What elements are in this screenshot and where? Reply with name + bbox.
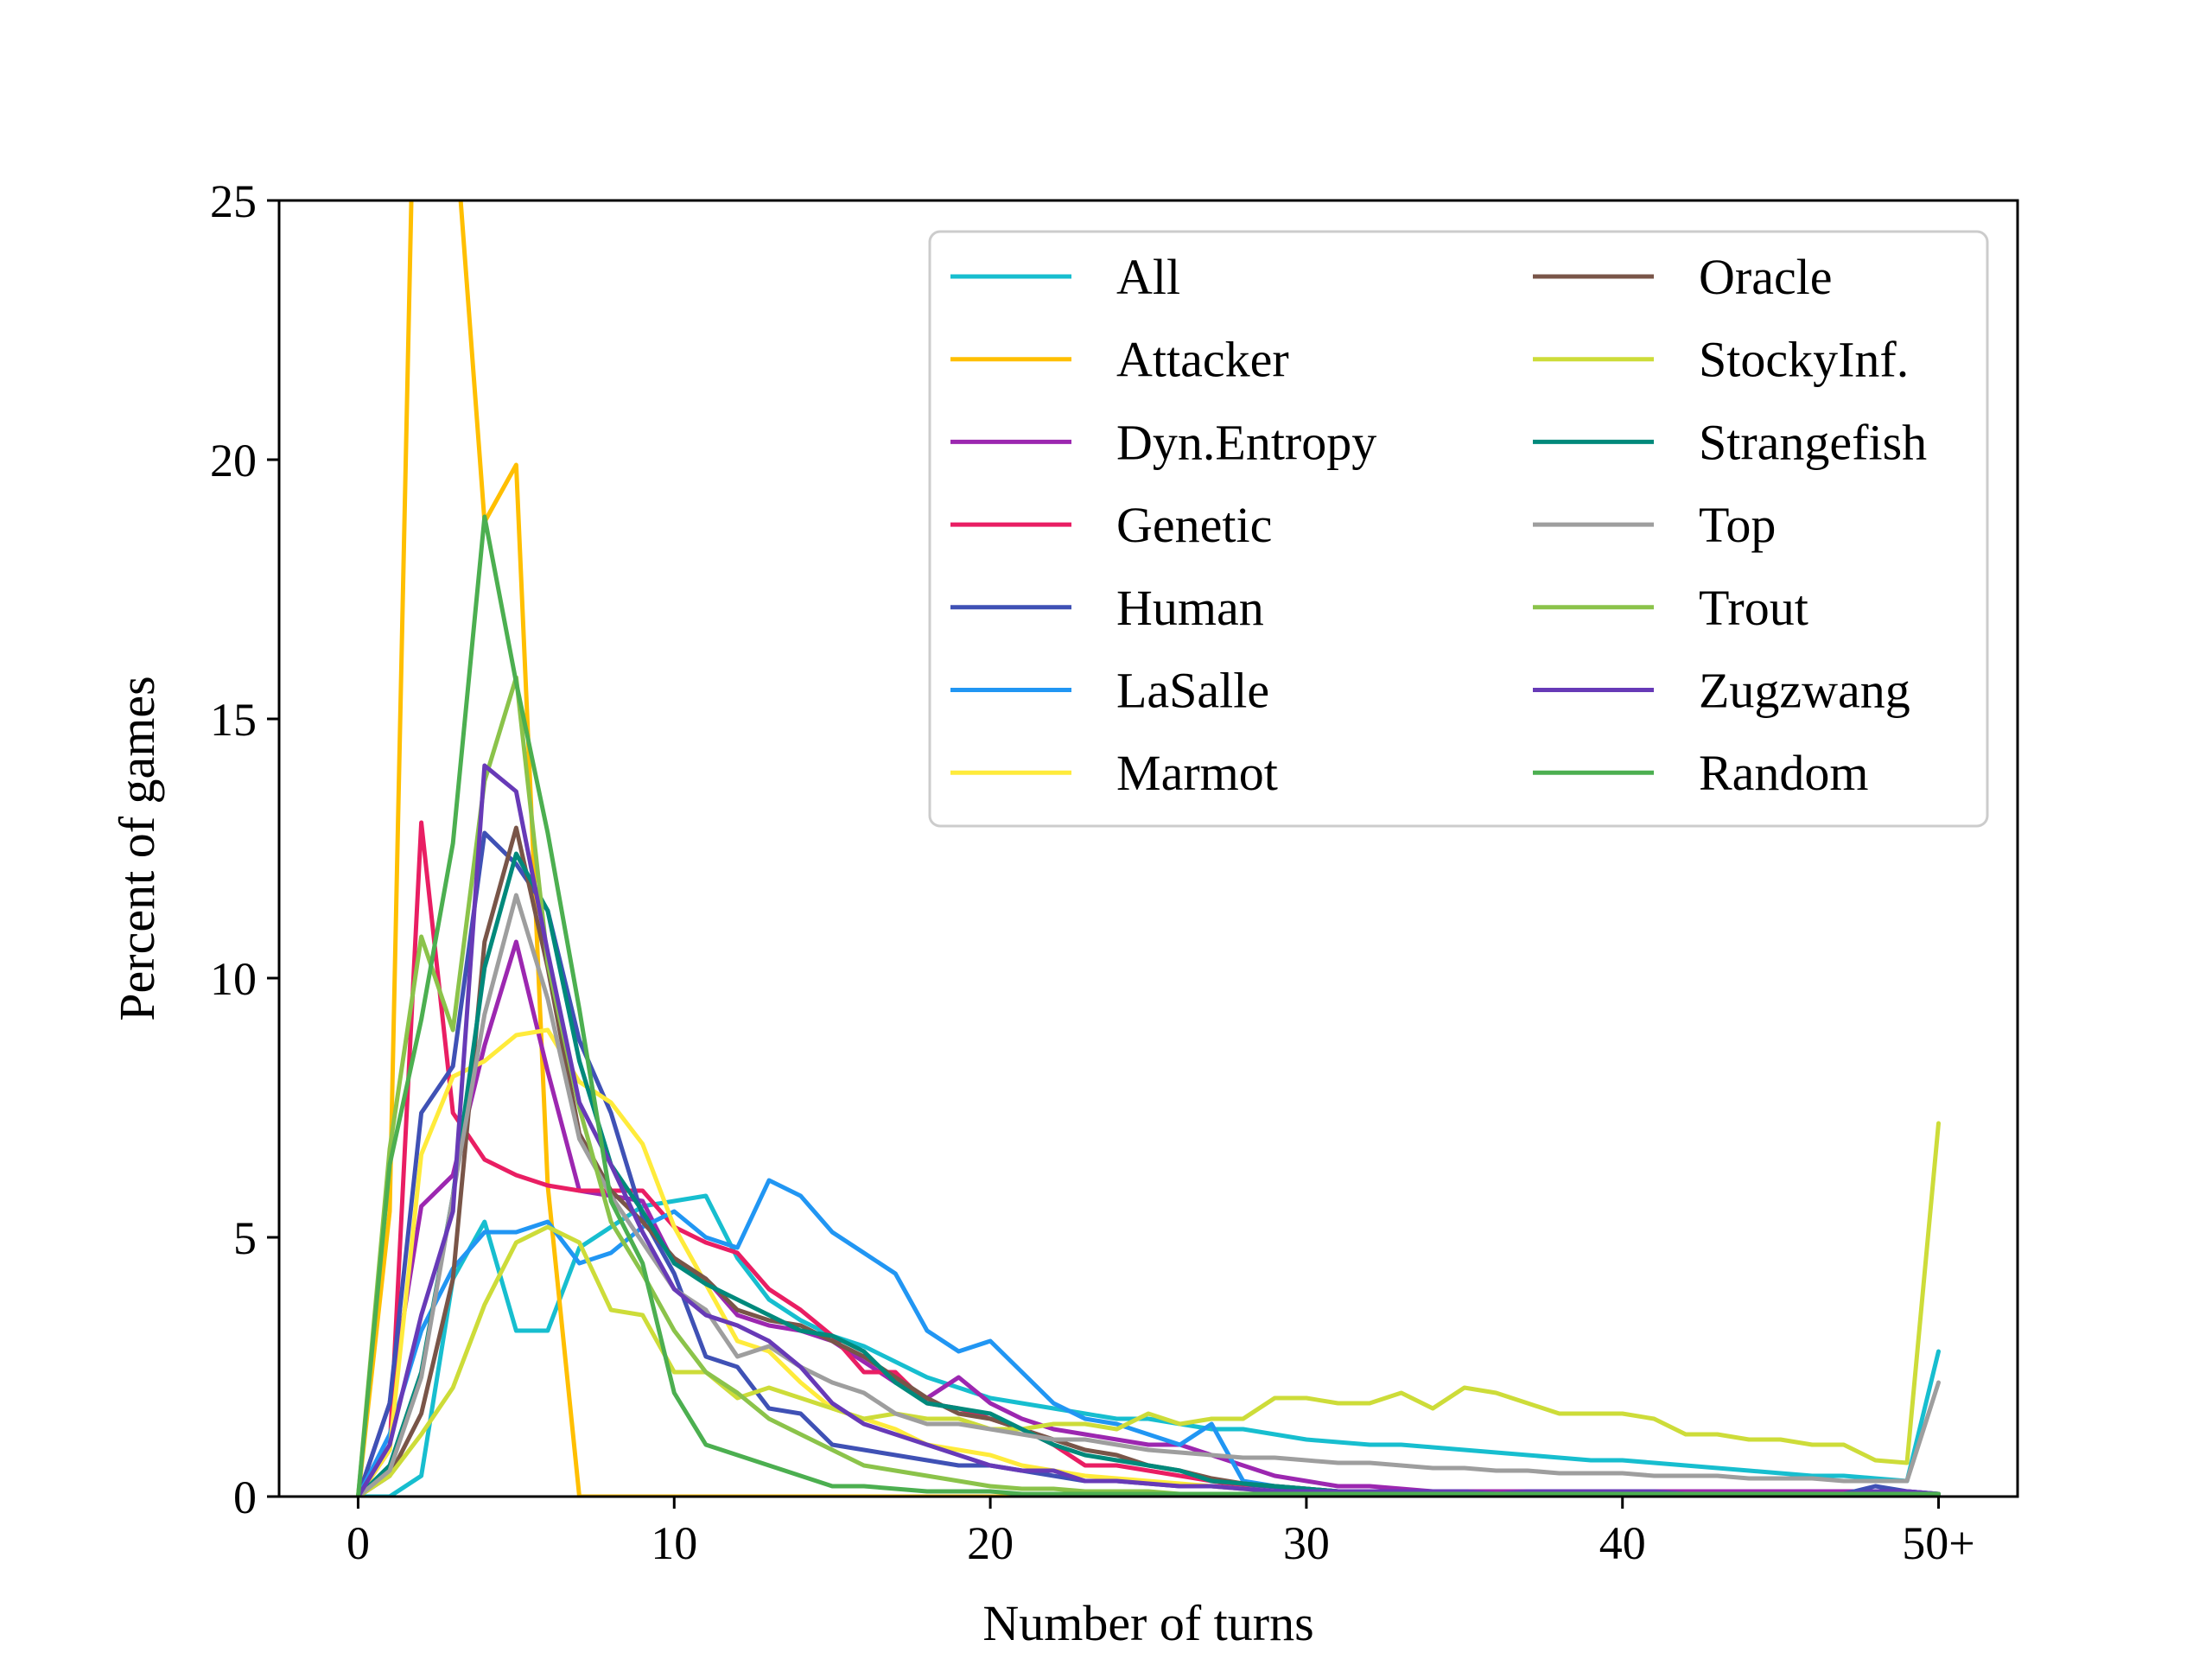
legend-label-oracle: Oracle bbox=[1699, 249, 1833, 305]
y-tick-label: 25 bbox=[210, 175, 257, 227]
x-tick-label: 30 bbox=[1283, 1517, 1330, 1569]
y-axis-label: Percent of games bbox=[109, 676, 165, 1020]
legend-label-attacker: Attacker bbox=[1116, 332, 1289, 388]
legend-box bbox=[928, 230, 1989, 828]
y-tick-label: 10 bbox=[210, 953, 257, 1005]
x-tick-label: 10 bbox=[651, 1517, 697, 1569]
legend-label-zugzwang: Zugzwang bbox=[1699, 663, 1910, 719]
x-tick-label: 40 bbox=[1599, 1517, 1646, 1569]
legend-label-trout: Trout bbox=[1699, 580, 1808, 636]
series-line-top bbox=[356, 893, 1941, 1497]
legend-label-all: All bbox=[1116, 249, 1180, 305]
legend-label-genetic: Genetic bbox=[1116, 497, 1272, 553]
legend-label-random: Random bbox=[1699, 745, 1869, 801]
plot-frame bbox=[277, 199, 2019, 1498]
legend-label-human: Human bbox=[1116, 580, 1264, 636]
legend-label-top: Top bbox=[1699, 497, 1776, 553]
legend-label-stockyinf-: StockyInf. bbox=[1699, 332, 1909, 388]
x-tick-label: 0 bbox=[346, 1517, 370, 1569]
series-line-random bbox=[356, 514, 1941, 1497]
axis-ticks: 0 10 20 30 40 50+ 0 5 10 15 20 25 bbox=[210, 175, 1975, 1569]
legend-label-dyn-entropy: Dyn.Entropy bbox=[1116, 414, 1376, 470]
legend: All Attacker Dyn.Entropy Genetic Human LaSall… bbox=[928, 230, 1989, 828]
y-tick-label: 15 bbox=[210, 694, 257, 746]
series-line-stockyinf- bbox=[356, 1121, 1941, 1497]
y-tick-label: 5 bbox=[233, 1212, 257, 1264]
x-tick-label: 50+ bbox=[1902, 1517, 1974, 1569]
series-layer bbox=[356, 200, 1941, 1497]
legend-label-marmot: Marmot bbox=[1116, 745, 1278, 801]
x-tick-label: 20 bbox=[967, 1517, 1014, 1569]
y-tick-label: 20 bbox=[210, 435, 257, 486]
x-axis-label: Number of turns bbox=[982, 1595, 1313, 1651]
y-tick-label: 0 bbox=[233, 1471, 257, 1523]
legend-label-strangefish: Strangefish bbox=[1699, 414, 1927, 470]
legend-label-lasalle: LaSalle bbox=[1116, 663, 1269, 719]
